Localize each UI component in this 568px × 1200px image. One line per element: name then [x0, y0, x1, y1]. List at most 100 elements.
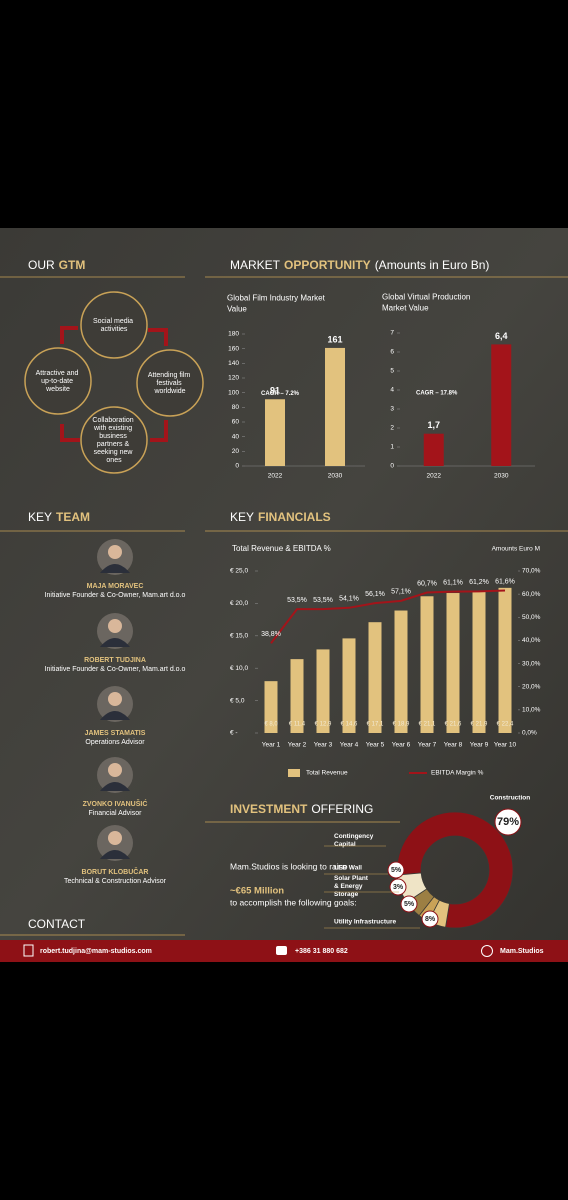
chart-title: Total Revenue & EBITDA %	[232, 544, 331, 553]
legend-swatch	[288, 769, 300, 777]
y-tick-label: € 5,0	[230, 697, 245, 704]
section-header: MARKET OPPORTUNITY (Amounts in Euro Bn)	[230, 258, 489, 272]
y-tick-label: 180	[228, 331, 239, 338]
header-part: FINANCIALS	[258, 510, 331, 524]
section-header: OUR GTM	[28, 258, 85, 272]
x-tick-label: 2030	[494, 473, 509, 480]
donut-slice	[396, 811, 514, 929]
y-tick-label: € 25,0	[230, 568, 248, 575]
photo-head	[108, 831, 122, 845]
y-tick-label: 100	[228, 389, 239, 396]
y-tick-label: 7	[390, 330, 394, 337]
x-tick-label: Year 1	[262, 742, 281, 749]
y2-tick-label: 10,0%	[522, 707, 541, 714]
legend-label: Total Revenue	[306, 770, 348, 777]
revenue-bar	[420, 596, 434, 733]
bar-value-label: € 21,6	[445, 722, 462, 728]
bar-value-label: € 21,1	[419, 722, 436, 728]
photo-body	[100, 564, 130, 573]
team-name: ROBERT TUDJINA	[84, 657, 146, 664]
x-tick-label: Year 5	[366, 742, 385, 749]
line-value-label: 56,1%	[365, 591, 385, 598]
y-tick-label: 80	[232, 404, 240, 411]
header-part: OPPORTUNITY	[284, 258, 371, 272]
phone-icon	[276, 946, 287, 955]
line-value-label: 61,1%	[443, 579, 463, 586]
y-tick-label: 2	[390, 425, 394, 432]
gtm-arrows	[60, 326, 168, 442]
y-tick-label: € 20,0	[230, 600, 248, 607]
bar	[491, 344, 512, 466]
value-label: 91	[270, 386, 280, 396]
slice-label: Construction	[490, 795, 530, 802]
header-part: GTM	[59, 258, 86, 272]
slice-label: Utility Infrastructure	[334, 919, 397, 926]
donut-slice	[396, 872, 428, 903]
x-tick-label: Year 7	[418, 742, 437, 749]
y-tick-label: 0	[235, 463, 239, 470]
x-tick-label: Year 6	[392, 742, 411, 749]
gtm-node	[80, 406, 148, 474]
line-value-label: 60,7%	[417, 580, 437, 587]
slice-value-label: 79%	[497, 816, 519, 828]
photo-body	[100, 638, 130, 647]
y-tick-label: 20	[232, 448, 240, 455]
y-tick-label: € 10,0	[230, 665, 248, 672]
revenue-bar	[498, 587, 512, 733]
y2-tick-label: 30,0%	[522, 660, 541, 667]
y-tick-label: 160	[228, 345, 239, 352]
bar	[325, 347, 345, 466]
y-tick-label: 5	[390, 368, 394, 375]
y2-tick-label: 50,0%	[522, 614, 541, 621]
slice-label: LED Wall	[334, 865, 362, 872]
y-tick-label: 120	[228, 375, 239, 382]
section-header: KEY TEAM	[28, 510, 90, 524]
revenue-bar	[290, 659, 304, 733]
team-role: Initiative Founder & Co-Owner, Mam.art d…	[45, 592, 186, 599]
chart-title: Global Film Industry Market Value	[227, 294, 327, 314]
y-tick-label: 60	[232, 419, 240, 426]
team-role: Initiative Founder & Co-Owner, Mam.art d…	[45, 666, 186, 673]
revenue-bar	[342, 638, 356, 733]
team-name: MAJA MORAVEC	[87, 583, 144, 590]
photo-body	[100, 782, 130, 791]
section-header: INVESTMENT OFFERING	[230, 802, 373, 816]
gtm-node	[80, 291, 148, 359]
chart-title: Global Virtual Production Market Value	[382, 293, 473, 313]
x-tick-label: 2022	[268, 473, 283, 480]
invest-tail: to accomplish the following goals:	[230, 897, 357, 907]
y2-tick-label: 40,0%	[522, 637, 541, 644]
team-role: Operations Advisor	[85, 739, 145, 746]
annotation: CAGR – 7.2%	[261, 391, 300, 397]
line-value-label: 53,5%	[287, 597, 307, 604]
bar-value-label: € 11,4	[289, 722, 306, 728]
value-label: 6,4	[495, 331, 508, 341]
revenue-bar	[316, 649, 330, 733]
line-value-label: 54,1%	[339, 596, 359, 603]
y-tick-label: 4	[390, 387, 394, 394]
line-value-label: 38,8%	[261, 631, 281, 638]
header-part: INVESTMENT	[230, 802, 308, 816]
photo-head	[108, 619, 122, 633]
y-tick-label: € 15,0	[230, 633, 248, 640]
photo-head	[108, 692, 122, 706]
header-part: KEY	[230, 510, 254, 524]
section-header: CONTACT	[28, 917, 86, 931]
line-value-label: 61,2%	[469, 579, 489, 586]
legend-label: EBITDA Margin %	[431, 770, 484, 777]
photo-head	[108, 545, 122, 559]
photo-body	[100, 850, 130, 859]
header-part: MARKET	[230, 258, 281, 272]
web-icon	[481, 945, 493, 957]
invest-amount: ~€65 Million	[230, 886, 284, 897]
photo-head	[108, 763, 122, 777]
revenue-bar	[446, 593, 460, 733]
y2-tick-label: 0,0%	[522, 730, 537, 737]
bar	[265, 399, 285, 466]
pct-badge	[389, 878, 407, 896]
line-value-label: 53,5%	[313, 597, 333, 604]
x-tick-label: Year 9	[470, 742, 489, 749]
header-part: TEAM	[56, 510, 90, 524]
ebitda-line	[270, 589, 506, 644]
x-tick-label: 2022	[427, 473, 442, 480]
